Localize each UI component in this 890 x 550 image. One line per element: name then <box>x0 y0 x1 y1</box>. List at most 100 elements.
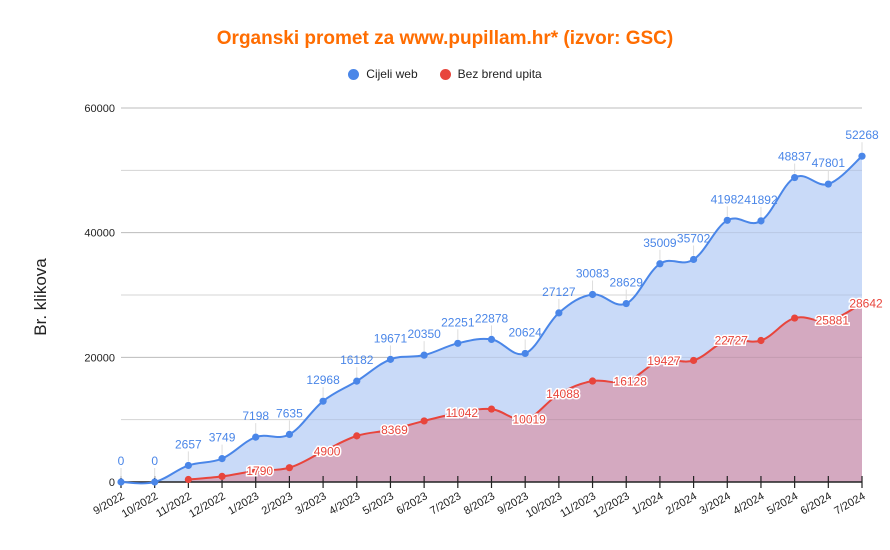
data-label: 52268 <box>845 128 879 142</box>
legend-label: Cijeli web <box>366 67 418 81</box>
x-tick-label: 10/2023 <box>524 490 564 520</box>
data-label: 41892 <box>744 193 778 207</box>
data-point[interactable] <box>555 309 563 317</box>
data-label: 19671 <box>374 331 408 345</box>
data-label: 20350 <box>407 327 441 341</box>
data-point[interactable] <box>521 349 529 358</box>
data-point[interactable] <box>386 355 395 363</box>
data-label: 10019 <box>512 413 546 427</box>
data-label: 22727 <box>715 333 749 347</box>
data-point[interactable] <box>622 299 630 308</box>
data-point[interactable] <box>858 299 866 308</box>
chart-title: Organski promet za www.pupillam.hr* (izv… <box>216 28 674 49</box>
data-label: 7198 <box>242 409 269 423</box>
data-label: 0 <box>151 454 158 468</box>
data-point[interactable] <box>723 336 731 344</box>
data-label: 19427 <box>647 354 681 368</box>
data-point[interactable] <box>622 377 630 386</box>
data-point[interactable] <box>353 432 361 440</box>
data-label: 35009 <box>643 236 677 250</box>
data-point[interactable] <box>117 478 125 486</box>
data-point[interactable] <box>319 397 327 405</box>
data-point[interactable] <box>151 478 159 486</box>
data-label: 3749 <box>209 431 236 445</box>
legend-item-cijeli-web[interactable]: Cijeli web <box>348 67 418 81</box>
data-point[interactable] <box>420 351 428 359</box>
data-point[interactable] <box>252 433 260 441</box>
data-point[interactable] <box>285 430 294 439</box>
y-tick-label: 60000 <box>84 103 115 115</box>
data-point[interactable] <box>757 336 765 345</box>
x-tick-label: 7/2023 <box>428 490 463 517</box>
data-label: 20624 <box>508 325 542 339</box>
x-tick-label: 6/2024 <box>799 490 834 517</box>
data-point[interactable] <box>252 467 260 475</box>
legend-dot-red-icon <box>439 68 451 80</box>
data-point[interactable] <box>723 216 731 224</box>
data-label: 28642 <box>849 296 883 310</box>
data-label: 22251 <box>441 315 475 329</box>
data-point[interactable] <box>689 255 698 264</box>
data-point[interactable] <box>521 415 529 424</box>
x-tick-label: 4/2024 <box>731 490 766 517</box>
x-tick-label: 6/2023 <box>394 490 429 517</box>
x-tick-label: 8/2023 <box>462 490 497 517</box>
data-point[interactable] <box>791 314 799 322</box>
x-tick-label: 5/2024 <box>765 490 800 517</box>
data-label: 8369 <box>381 423 408 437</box>
x-tick-label: 12/2022 <box>187 490 227 520</box>
data-point[interactable] <box>656 357 664 365</box>
data-label: 47801 <box>812 156 846 170</box>
x-tick-label: 2/2024 <box>664 490 699 517</box>
data-label: 7635 <box>276 406 303 420</box>
y-tick-label: 40000 <box>84 228 115 240</box>
data-label: 28629 <box>610 276 644 290</box>
x-tick-label: 11/2023 <box>558 490 598 520</box>
data-label: 12968 <box>306 373 340 387</box>
data-label: 48837 <box>778 150 812 164</box>
data-point[interactable] <box>218 455 226 463</box>
data-point[interactable] <box>454 409 462 417</box>
data-point[interactable] <box>824 317 832 325</box>
x-tick-label: 10/2022 <box>120 490 160 520</box>
data-point[interactable] <box>454 339 462 347</box>
data-point[interactable] <box>420 417 428 425</box>
x-tick-label: 5/2023 <box>361 490 396 517</box>
data-label: 41982 <box>711 192 745 206</box>
data-label: 16128 <box>614 374 648 388</box>
data-point[interactable] <box>319 447 327 456</box>
data-label: 14088 <box>546 387 580 401</box>
data-point[interactable] <box>858 152 866 160</box>
legend-dot-blue-icon <box>348 68 360 80</box>
y-tick-label: 0 <box>109 477 115 489</box>
data-point[interactable] <box>588 377 597 385</box>
data-point[interactable] <box>757 217 765 225</box>
legend: Cijeli web Bez brend upita <box>0 67 890 81</box>
y-tick-label: 20000 <box>84 352 115 364</box>
data-point[interactable] <box>487 405 496 413</box>
data-point[interactable] <box>285 464 294 472</box>
data-point[interactable] <box>386 426 395 434</box>
data-label: 4900 <box>314 444 341 458</box>
x-tick-label: 12/2023 <box>591 490 631 520</box>
legend-item-bez-brend-upita[interactable]: Bez brend upita <box>439 67 542 81</box>
data-point[interactable] <box>791 173 799 182</box>
data-point[interactable] <box>588 290 597 299</box>
x-tick-label: 11/2022 <box>154 490 194 520</box>
data-point[interactable] <box>218 472 226 480</box>
data-point[interactable] <box>184 475 192 484</box>
data-point[interactable] <box>353 377 361 385</box>
data-point[interactable] <box>824 180 832 188</box>
data-point[interactable] <box>184 461 192 470</box>
data-label: 27127 <box>542 285 576 299</box>
data-point[interactable] <box>555 390 563 398</box>
x-tick-label: 4/2023 <box>327 490 362 517</box>
data-point[interactable] <box>689 356 698 365</box>
data-point[interactable] <box>487 335 496 343</box>
data-label: 22878 <box>475 311 509 325</box>
data-point[interactable] <box>656 260 664 268</box>
data-label: 30083 <box>576 266 610 280</box>
y-axis-title: Br. klikova <box>31 258 50 336</box>
x-tick-label: 1/2023 <box>226 490 261 517</box>
